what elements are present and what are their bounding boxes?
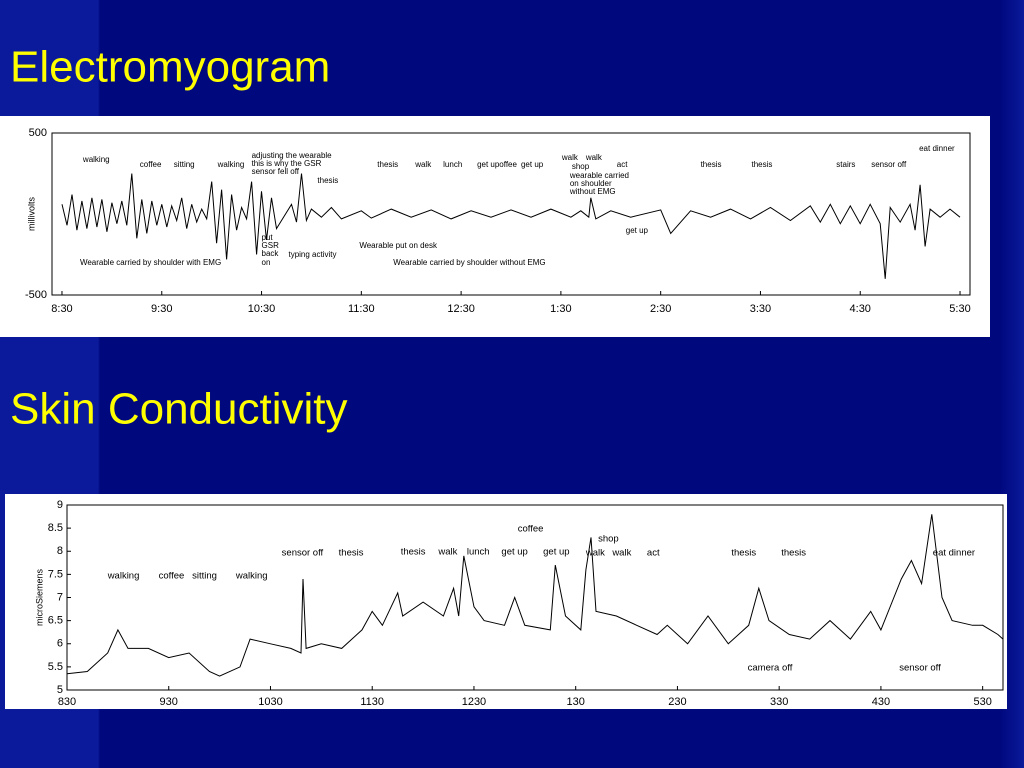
- annotation: put: [262, 233, 274, 242]
- chart-panel: [5, 494, 1007, 709]
- x-tick-label: 330: [770, 696, 788, 708]
- annotation: wearable carried: [569, 171, 629, 180]
- y-tick-label: 5.5: [48, 661, 63, 673]
- x-tick-label: 12:30: [447, 303, 475, 315]
- y-tick-label: 500: [29, 127, 47, 139]
- y-tick-label: 5: [57, 684, 63, 696]
- annotation: eat dinner: [919, 144, 955, 153]
- y-tick-label: 6: [57, 638, 63, 650]
- annotation: adjusting the wearable: [252, 151, 333, 160]
- x-tick-label: 1230: [462, 696, 486, 708]
- annotation: coffee: [140, 160, 162, 169]
- annotation: lunch: [467, 547, 490, 558]
- y-tick-label: 6.5: [48, 615, 63, 627]
- x-tick-label: 430: [872, 696, 890, 708]
- annotation: walking: [82, 155, 110, 164]
- x-tick-label: 9:30: [151, 303, 172, 315]
- annotation: walk: [585, 153, 603, 162]
- x-tick-label: 1:30: [550, 303, 571, 315]
- annotation: shop: [598, 534, 619, 545]
- annotation: act: [647, 548, 660, 559]
- annotation: on: [262, 258, 271, 267]
- y-axis-label: millivolts: [26, 197, 36, 232]
- y-axis-label: microSiemens: [34, 568, 44, 626]
- annotation: sensor off: [282, 548, 324, 559]
- annotation: walking: [217, 160, 245, 169]
- annotation: act: [617, 160, 628, 169]
- annotation: sitting: [174, 160, 195, 169]
- chart-panel: [0, 116, 990, 337]
- x-tick-label: 230: [668, 696, 686, 708]
- slide-heading: Skin Conductivity: [10, 385, 347, 434]
- annotation: thesis: [317, 176, 338, 185]
- y-tick-label: 8: [57, 545, 63, 557]
- annotation: get up: [521, 160, 544, 169]
- annotation: sensor fell off: [252, 167, 300, 176]
- x-tick-label: 3:30: [750, 303, 771, 315]
- x-tick-label: 10:30: [248, 303, 276, 315]
- annotation: thesis: [751, 160, 772, 169]
- annotation: Wearable carried by shoulder with EMG: [80, 258, 221, 267]
- annotation: typing activity: [288, 250, 336, 259]
- annotation: get upoffee: [477, 160, 517, 169]
- annotation: coffee: [159, 571, 185, 582]
- annotation: thesis: [377, 160, 398, 169]
- annotation: coffee: [518, 524, 544, 535]
- annotation: walk: [414, 160, 432, 169]
- annotation: walk: [611, 548, 631, 559]
- annotation: walk: [561, 153, 579, 162]
- annotation: walking: [235, 571, 268, 582]
- y-tick-label: 7.5: [48, 568, 63, 580]
- plot-frame: [51, 132, 971, 296]
- x-tick-label: 4:30: [850, 303, 871, 315]
- y-tick-label: -500: [25, 289, 47, 301]
- annotation: walking: [107, 571, 140, 582]
- annotation: Wearable put on desk: [359, 241, 438, 250]
- annotation: shop: [572, 162, 590, 171]
- x-tick-label: 530: [973, 696, 991, 708]
- annotation: thesis: [339, 548, 364, 559]
- x-tick-label: 830: [58, 696, 76, 708]
- annotation: stairs: [836, 160, 855, 169]
- x-tick-label: 2:30: [650, 303, 671, 315]
- annotation: sensor off: [899, 662, 941, 673]
- slide-heading: Electromyogram: [10, 43, 330, 92]
- annotation: camera off: [748, 662, 793, 673]
- annotation: get up: [626, 226, 649, 235]
- annotation: sitting: [192, 571, 217, 582]
- x-tick-label: 1130: [360, 696, 384, 708]
- x-tick-label: 5:30: [949, 303, 970, 315]
- annotation: eat dinner: [933, 548, 975, 559]
- y-tick-label: 9: [57, 499, 63, 511]
- annotation: back: [262, 249, 280, 258]
- annotation: Wearable carried by shoulder without EMG: [393, 258, 545, 267]
- annotation: get up: [501, 547, 527, 558]
- x-tick-label: 8:30: [51, 303, 72, 315]
- y-tick-label: 7: [57, 591, 63, 603]
- annotation: walk: [437, 547, 457, 558]
- annotation: on shoulder: [570, 179, 612, 188]
- annotation: lunch: [443, 160, 462, 169]
- annotation: without EMG: [569, 187, 616, 196]
- x-tick-label: 130: [567, 696, 585, 708]
- annotation: sensor off: [871, 160, 907, 169]
- y-tick-label: 8.5: [48, 522, 63, 534]
- annotation: thesis: [401, 547, 426, 558]
- annotation: this is why the GSR: [252, 159, 322, 168]
- x-tick-label: 1030: [258, 696, 282, 708]
- annotation: thesis: [701, 160, 722, 169]
- signal-line: [61, 173, 961, 279]
- signal-line: [66, 514, 1004, 677]
- annotation: thesis: [731, 548, 756, 559]
- annotation: get up: [543, 547, 569, 558]
- x-tick-label: 11:30: [348, 303, 375, 315]
- annotation: GSR: [262, 241, 280, 250]
- annotation: walk: [585, 548, 605, 559]
- x-tick-label: 930: [160, 696, 178, 708]
- annotation: thesis: [781, 548, 806, 559]
